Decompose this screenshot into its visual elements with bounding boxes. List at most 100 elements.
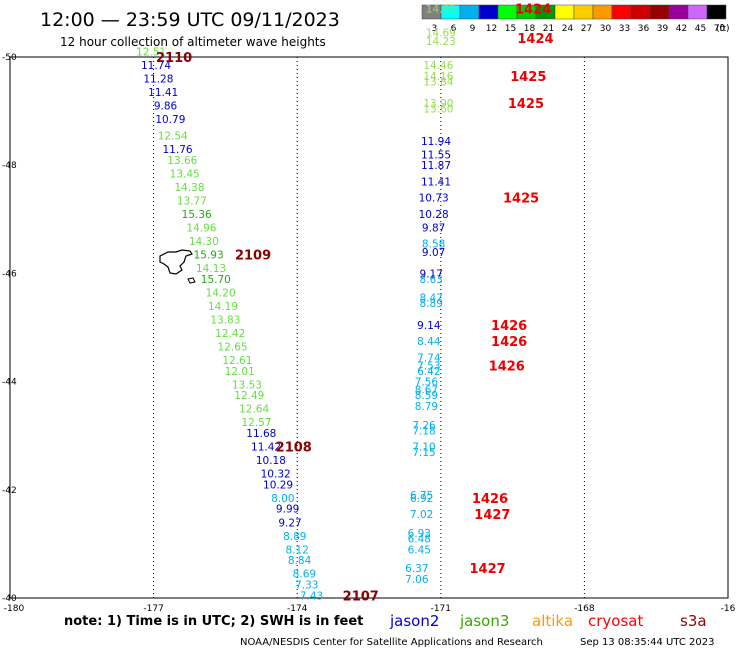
swh-value: 11.94 (421, 136, 451, 148)
colorbar-swatch (649, 4, 670, 20)
swh-value: 10.28 (419, 209, 449, 221)
swh-value: 8.89 (420, 298, 443, 310)
time-label: 1425 (503, 192, 539, 207)
swh-value: 14.19 (208, 301, 238, 313)
colorbar-label: 21 (543, 24, 554, 34)
swh-value: 14.16 (423, 71, 453, 83)
colorbar-label: 30 (600, 24, 612, 34)
time-label: 2110 (156, 51, 192, 66)
plot-area: -180 -177 -174 -171 -168 -16 -40 -42 -44 -46 -48 -5… (2, 2, 736, 614)
colorbar-label: 27 (581, 24, 592, 34)
swh-value: 14.13 (196, 263, 226, 275)
swh-value: 14.96 (186, 222, 216, 234)
colorbar-swatch (573, 4, 594, 20)
swh-value: 11.42 (251, 442, 281, 454)
swh-value: 14.30 (189, 236, 219, 248)
swh-value: 11.55 (421, 149, 451, 161)
time-label: 2109 (235, 248, 271, 263)
swh-value: 15.36 (182, 209, 212, 221)
swh-value: 15.93 (194, 249, 224, 261)
swh-value: 12.57 (241, 417, 271, 429)
swh-value: 12.64 (239, 404, 269, 416)
satellite-legend: jason2 jason3 altika cryosat s3a (389, 612, 707, 630)
swh-value: 13.45 (170, 168, 200, 180)
generated-timestamp: Sep 13 08:35:44 UTC 2023 (580, 637, 714, 648)
swh-value: 11.76 (163, 144, 193, 156)
swh-value: 7.18 (412, 425, 435, 437)
colorbar-swatch (630, 4, 651, 20)
colorbar-swatch (668, 4, 689, 20)
colorbar-swatch (478, 4, 499, 20)
swh-value: 8.89 (283, 531, 306, 543)
swh-value: 8.12 (286, 544, 309, 556)
swh-value: 8.69 (293, 569, 316, 581)
swh-value: 13.77 (177, 195, 207, 207)
swh-value: 8.84 (288, 555, 312, 567)
colorbar-label: 45 (695, 24, 706, 34)
swh-value: 11.41 (148, 87, 178, 99)
colorbar-label: 33 (619, 24, 630, 34)
units-note: note: 1) Time is in UTC; 2) SWH is in fe… (64, 614, 363, 629)
chart-title: 12:00 — 23:59 UTC 09/11/2023 (40, 9, 340, 31)
swh-value: 8.58 (422, 239, 445, 251)
swh-value: 12.42 (215, 328, 245, 340)
island-outline (159, 249, 196, 284)
colorbar-label: 36 (638, 24, 650, 34)
swh-value: 12.01 (225, 366, 255, 378)
swh-value: 13.53 (232, 379, 262, 391)
swh-value: 6.75 (410, 490, 433, 502)
colorbar-label: 42 (676, 24, 687, 34)
swh-value: 7.26 (412, 420, 436, 432)
time-label: 1426 (491, 335, 527, 350)
swh-value: 8.47 (420, 293, 443, 305)
colorbar-swatch (459, 4, 480, 20)
time-label: 1426 (491, 319, 527, 334)
swh-value: 13.90 (423, 98, 453, 110)
swh-value: 11.74 (141, 60, 171, 72)
swh-value: 7.02 (410, 509, 433, 521)
swh-value: 9.27 (278, 517, 301, 529)
swh-value: 8.63 (420, 274, 443, 286)
swh-value: 14.46 (423, 60, 453, 72)
swh-value: 8.59 (415, 390, 438, 402)
colorbar-swatch (687, 4, 708, 20)
swh-value: 6.42 (417, 366, 440, 378)
colorbar-label: 24 (562, 24, 574, 34)
swh-value: 14.38 (174, 182, 204, 194)
time-label: 1425 (510, 70, 546, 85)
credit-text: NOAA/NESDIS Center for Satellite Applica… (240, 637, 543, 648)
swh-value: 10.29 (263, 479, 293, 491)
time-label: 1426 (472, 492, 508, 507)
time-label: 1427 (474, 508, 510, 523)
colorbar-label: 39 (657, 24, 669, 34)
chart-subtitle: 12 hour collection of altimeter wave hei… (60, 35, 326, 49)
swh-value: 14.95 (426, 3, 456, 15)
swh-value: 8.44 (417, 336, 441, 348)
x-tick-label: -180 (4, 604, 25, 614)
swh-value: 7.56 (415, 377, 439, 389)
swh-value: 6.92 (410, 493, 433, 505)
swh-value: 7.06 (405, 574, 429, 586)
swh-value: 12.49 (234, 390, 264, 402)
swh-value: 9.99 (276, 504, 299, 516)
swh-value: 7.10 (412, 442, 435, 454)
colorbar-label: 6 (451, 24, 457, 34)
colorbar-label: 18 (524, 24, 536, 34)
swh-value: 10.73 (419, 193, 449, 205)
satellite-legend-jason2: jason2 (389, 612, 439, 630)
swh-value: 14.23 (426, 36, 456, 48)
x-tick-label: -177 (143, 604, 163, 614)
y-tick-label: -40 (2, 594, 17, 604)
swh-value: 13.83 (210, 314, 240, 326)
satellite-legend-jason3: jason3 (459, 612, 509, 630)
swh-value: 12.51 (136, 47, 166, 59)
swh-value: 6.48 (408, 533, 431, 545)
colorbar-swatch (592, 4, 613, 20)
swh-value: 9.17 (420, 268, 443, 280)
swh-value: 13.84 (423, 76, 453, 88)
swh-value: 10.32 (261, 469, 291, 481)
colorbar-unit: (ft) (716, 24, 730, 34)
axis-ticks: -180 -177 -174 -171 -168 -16 -40 -42 -44 -46 -48 -5… (2, 53, 736, 614)
x-tick-label: -168 (574, 604, 595, 614)
